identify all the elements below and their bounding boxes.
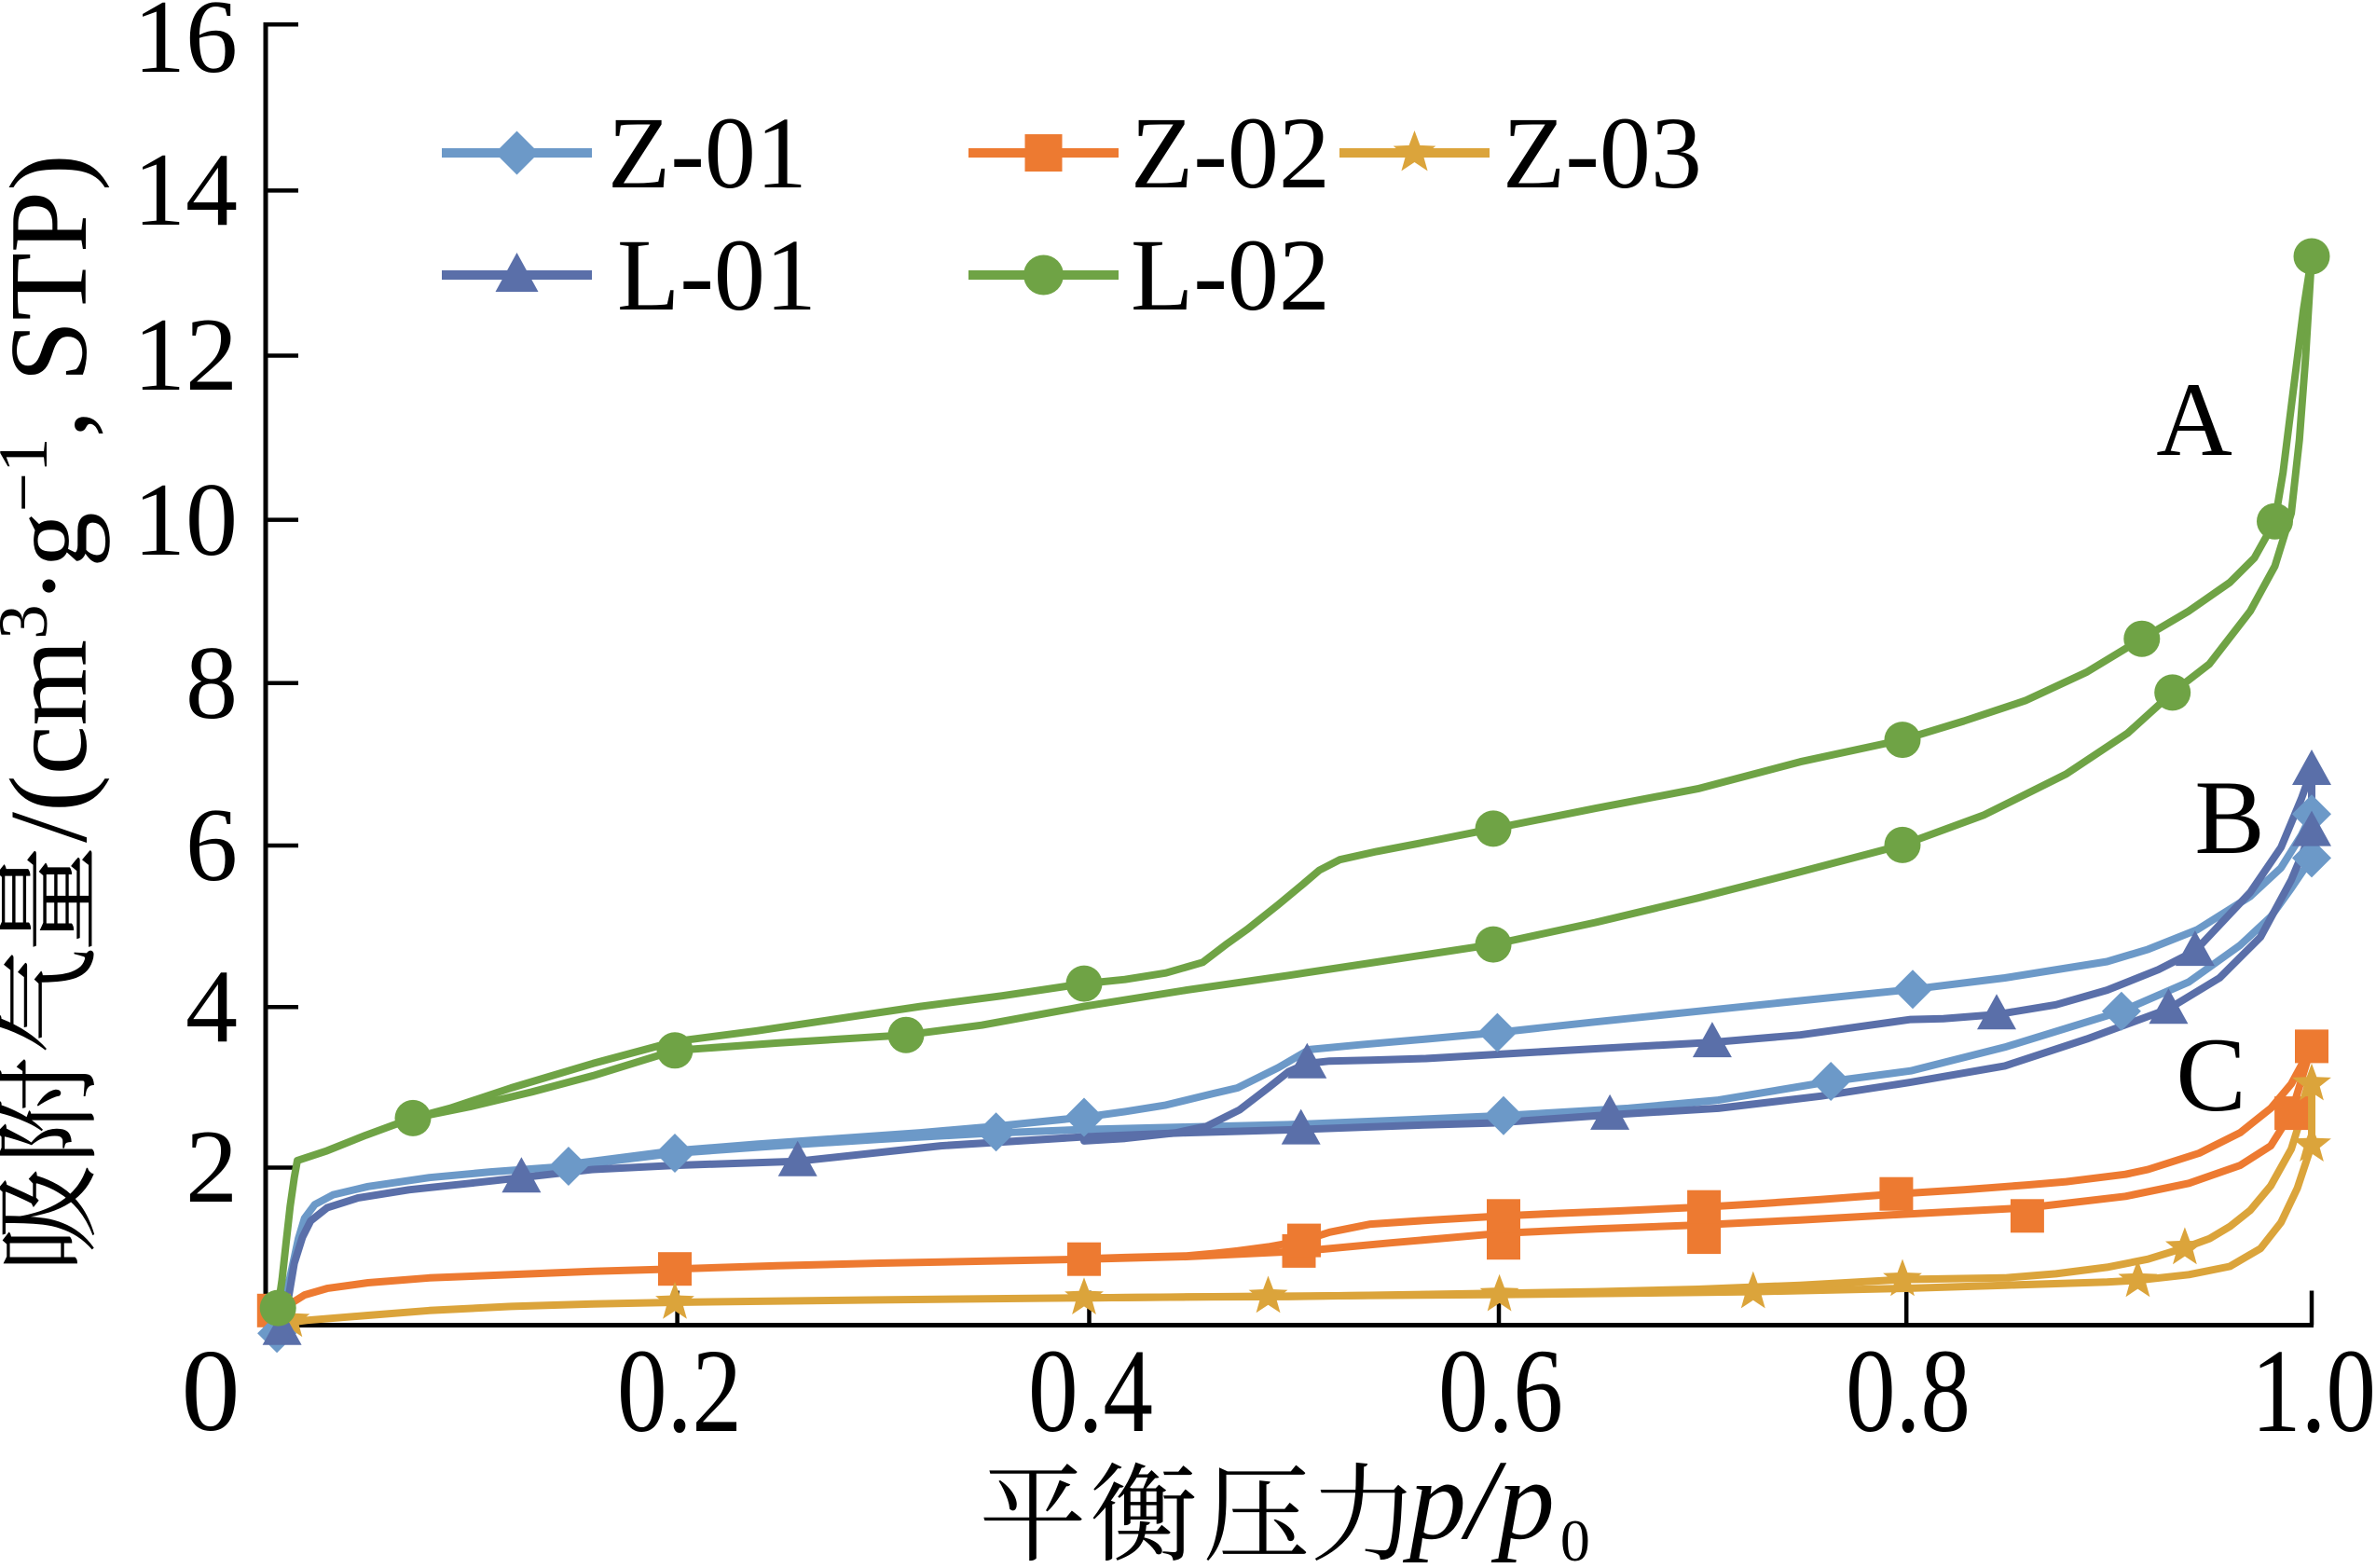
svg-text:2: 2	[185, 1109, 238, 1225]
svg-text:B: B	[2194, 760, 2264, 876]
svg-text:0.4: 0.4	[1028, 1325, 1153, 1457]
svg-text:0: 0	[182, 1327, 240, 1456]
svg-text:10: 10	[133, 462, 238, 578]
svg-text:0.8: 0.8	[1846, 1325, 1971, 1457]
svg-text:6: 6	[185, 788, 238, 903]
svg-text:12: 12	[133, 297, 238, 413]
svg-text:A: A	[2156, 362, 2232, 478]
svg-text:8: 8	[185, 626, 238, 741]
svg-text:14: 14	[133, 132, 238, 248]
svg-text:0.2: 0.2	[617, 1325, 742, 1457]
svg-text:4: 4	[185, 949, 238, 1065]
svg-text:L-01: L-01	[617, 218, 817, 332]
svg-text:1.0: 1.0	[2251, 1325, 2376, 1457]
svg-text:0.6: 0.6	[1438, 1325, 1563, 1457]
svg-text:Z-01: Z-01	[608, 96, 807, 210]
svg-text:16: 16	[133, 0, 238, 95]
svg-text:Z-03: Z-03	[1503, 96, 1702, 210]
svg-text:Z-02: Z-02	[1131, 96, 1330, 210]
svg-text:L-02: L-02	[1131, 218, 1330, 332]
svg-text:C: C	[2176, 1017, 2246, 1134]
